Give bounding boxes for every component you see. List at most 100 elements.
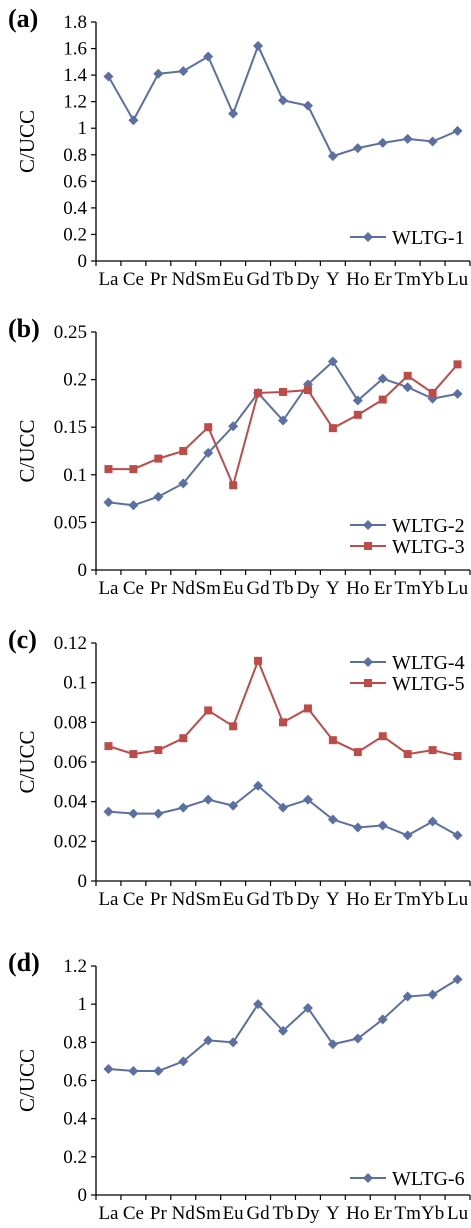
- data-point: [228, 1037, 239, 1048]
- data-point: [178, 478, 189, 489]
- y-tick-label: 1: [78, 994, 88, 1015]
- chart-panel-b: (b) 0 0.05 0.1 0.15 0.2 0.25 La Ce Pr Nd Sm Eu Gd Tb Dy…: [8, 314, 471, 599]
- y-tick-label: 1.4: [63, 65, 87, 86]
- x-tick-label: Tm: [394, 269, 421, 290]
- x-tick-label: La: [98, 889, 119, 910]
- x-tick-label: Tb: [272, 269, 293, 290]
- legend-swatch-marker: [363, 520, 373, 530]
- data-point: [129, 750, 138, 759]
- series-WLTG-6: [103, 974, 463, 1076]
- legend-swatch-marker: [363, 1173, 373, 1183]
- panel-label: (c): [8, 625, 37, 654]
- x-tick-label: La: [98, 269, 119, 290]
- legend-label: WLTG-4: [392, 652, 465, 674]
- data-point: [103, 497, 114, 508]
- data-point: [303, 704, 312, 713]
- data-point: [377, 1014, 388, 1025]
- data-point: [178, 66, 189, 77]
- x-tick-label: Ce: [123, 578, 144, 599]
- data-point: [253, 40, 264, 51]
- y-tick-label: 0: [78, 560, 88, 581]
- x-tick-label: Tm: [394, 889, 421, 910]
- data-point: [154, 746, 163, 755]
- x-tick-label: Dy: [296, 889, 320, 910]
- x-tick-label: Lu: [447, 1203, 469, 1224]
- data-point: [103, 1064, 114, 1075]
- y-tick-label: 1.6: [63, 39, 87, 60]
- data-point: [427, 989, 438, 1000]
- x-tick-label: Sm: [196, 269, 222, 290]
- data-point: [203, 794, 214, 805]
- data-point: [253, 999, 264, 1010]
- data-point: [129, 465, 138, 474]
- data-point: [303, 386, 312, 395]
- x-tick-label: Eu: [223, 889, 245, 910]
- x-tick-label: Eu: [223, 1203, 245, 1224]
- data-point: [377, 820, 388, 831]
- data-point: [328, 424, 337, 433]
- data-point: [403, 750, 412, 759]
- panel-label: (a): [8, 4, 38, 33]
- data-point: [204, 706, 213, 715]
- y-tick-label: 0.05: [54, 512, 87, 533]
- data-point: [179, 734, 188, 743]
- y-tick-label: 0.12: [54, 633, 87, 654]
- data-point: [279, 387, 287, 396]
- data-point: [104, 465, 113, 474]
- x-tick-label: Nd: [172, 269, 196, 290]
- x-tick-label: Ho: [346, 269, 369, 290]
- y-tick-label: 0.1: [63, 465, 87, 486]
- legend-label: WLTG-6: [392, 1168, 465, 1190]
- data-point: [153, 491, 164, 502]
- data-point: [103, 71, 114, 82]
- data-point: [427, 816, 438, 827]
- data-point: [353, 748, 362, 757]
- x-tick-label: Gd: [246, 578, 270, 599]
- data-point: [402, 991, 413, 1002]
- legend-swatch-marker: [364, 679, 372, 687]
- data-point: [378, 395, 387, 404]
- x-tick-label: Gd: [246, 889, 270, 910]
- data-point: [378, 732, 387, 741]
- x-tick-label: Lu: [447, 889, 469, 910]
- data-point: [179, 447, 188, 455]
- panel-label: (b): [8, 314, 40, 343]
- x-tick-label: Lu: [447, 578, 469, 599]
- y-tick-label: 0.15: [54, 417, 87, 438]
- x-tick-label: Yb: [421, 889, 444, 910]
- data-point: [128, 1065, 139, 1076]
- data-point: [203, 1035, 214, 1046]
- legend-label: WLTG-2: [392, 515, 465, 537]
- data-point: [428, 746, 437, 755]
- x-tick-label: Tm: [394, 578, 421, 599]
- y-tick-label: 0.4: [63, 198, 87, 219]
- data-point: [427, 136, 438, 147]
- data-point: [402, 133, 413, 144]
- y-tick-label: 0.6: [63, 171, 87, 192]
- series-WLTG-4: [103, 780, 463, 841]
- x-tick-label: Yb: [421, 578, 444, 599]
- data-point: [377, 373, 388, 384]
- x-tick-label: Dy: [296, 1203, 320, 1224]
- x-tick-label: Tb: [272, 578, 293, 599]
- x-tick-label: Ho: [346, 1203, 369, 1224]
- y-tick-label: 0.25: [54, 322, 87, 343]
- data-point: [228, 421, 239, 432]
- x-tick-label: Er: [374, 889, 393, 910]
- y-tick-label: 0.4: [63, 1109, 87, 1130]
- x-tick-label: Nd: [172, 578, 196, 599]
- x-tick-label: Ce: [123, 889, 144, 910]
- data-point: [452, 830, 463, 841]
- legend-label: WLTG-1: [392, 227, 465, 249]
- data-point: [377, 137, 388, 148]
- x-tick-label: Y: [326, 889, 340, 910]
- y-tick-label: 1: [78, 118, 88, 139]
- data-point: [153, 1065, 164, 1076]
- data-point: [302, 100, 313, 111]
- y-tick-label: 0.1: [63, 673, 87, 694]
- data-point: [204, 423, 213, 432]
- data-point: [453, 360, 462, 369]
